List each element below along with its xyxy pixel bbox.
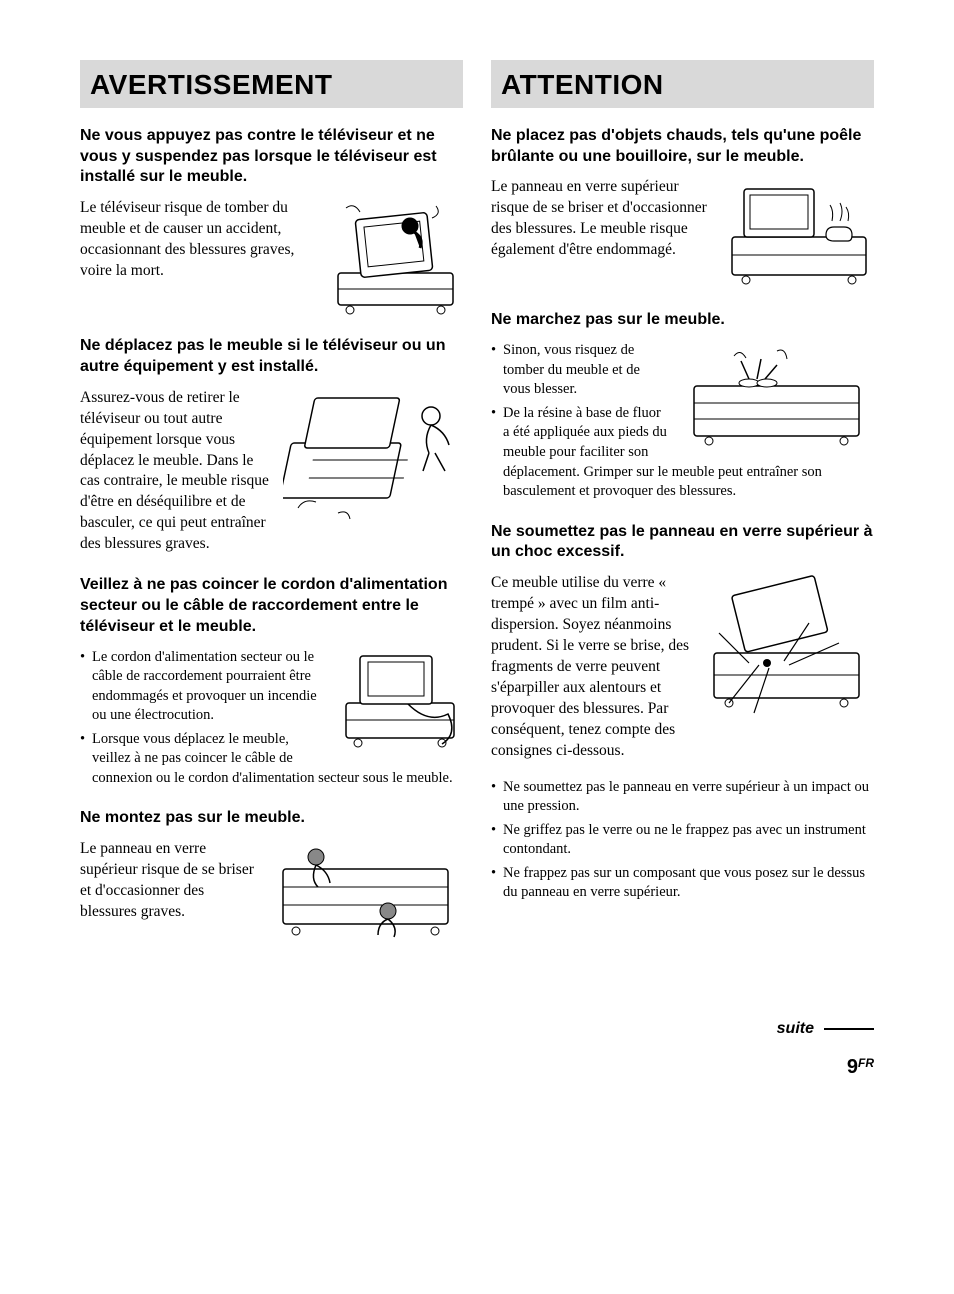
left-s2-title: Ne déplacez pas le meuble si le télévise…	[80, 336, 463, 378]
right-s2-b2: De la résine à base de fluor a été appli…	[491, 404, 874, 502]
right-s3-block: Ce meuble utilise du verre « trempé » av…	[491, 573, 874, 767]
tv-lean-illustration	[328, 198, 463, 318]
left-s4-block: Le panneau en verre supérieur risque de …	[80, 839, 463, 948]
heading-avertissement: AVERTISSEMENT	[80, 60, 463, 108]
right-column: ATTENTION Ne placez pas d'objets chauds,…	[491, 60, 874, 958]
left-s3-title: Veillez à ne pas coincer le cordon d'ali…	[80, 575, 463, 637]
right-s3-b1: Ne soumettez pas le panneau en verre sup…	[491, 778, 874, 817]
right-s2-block: Sinon, vous risquez de tomber du meuble …	[491, 341, 874, 508]
suite-row: suite	[80, 1018, 874, 1040]
left-s3-b2: Lorsque vous déplacez le meuble, veillez…	[80, 730, 463, 789]
suite-line-icon	[824, 1028, 874, 1030]
glass-impact-illustration	[699, 573, 874, 723]
page-lang: FR	[858, 1056, 874, 1070]
left-s1-block: Le téléviseur risque de tomber du meuble…	[80, 198, 463, 322]
right-s3-bullets: Ne soumettez pas le panneau en verre sup…	[491, 778, 874, 903]
left-column: AVERTISSEMENT Ne vous appuyez pas contre…	[80, 60, 463, 958]
left-s2-block: Assurez-vous de retirer le téléviseur ou…	[80, 388, 463, 561]
page-num-value: 9	[847, 1056, 858, 1078]
two-column-layout: AVERTISSEMENT Ne vous appuyez pas contre…	[80, 60, 874, 958]
left-s4-title: Ne montez pas sur le meuble.	[80, 808, 463, 829]
right-s3-title: Ne soumettez pas le panneau en verre sup…	[491, 522, 874, 564]
right-s3-b3: Ne frappez pas sur un composant que vous…	[491, 864, 874, 903]
left-s3-bullets: Le cordon d'alimentation secteur ou le c…	[80, 648, 463, 789]
right-s1-title: Ne placez pas d'objets chauds, tels qu'u…	[491, 126, 874, 168]
left-s3-block: Le cordon d'alimentation secteur ou le c…	[80, 648, 463, 795]
left-s1-title: Ne vous appuyez pas contre le téléviseur…	[80, 126, 463, 188]
page-number: 9FR	[80, 1054, 874, 1081]
left-s3-b1: Le cordon d'alimentation secteur ou le c…	[80, 648, 463, 726]
suite-label: suite	[777, 1018, 814, 1040]
heading-attention: ATTENTION	[491, 60, 874, 108]
move-stand-illustration	[283, 388, 463, 523]
right-s1-block: Le panneau en verre supérieur risque de …	[491, 177, 874, 296]
right-s3-b2: Ne griffez pas le verre ou ne le frappez…	[491, 821, 874, 860]
right-s2-bullets: Sinon, vous risquez de tomber du meuble …	[491, 341, 874, 502]
right-s2-title: Ne marchez pas sur le meuble.	[491, 310, 874, 331]
page-footer: suite 9FR	[80, 1018, 874, 1081]
climb-stand-illustration	[268, 839, 463, 944]
hot-object-illustration	[724, 177, 874, 292]
right-s2-b1: Sinon, vous risquez de tomber du meuble …	[491, 341, 874, 400]
